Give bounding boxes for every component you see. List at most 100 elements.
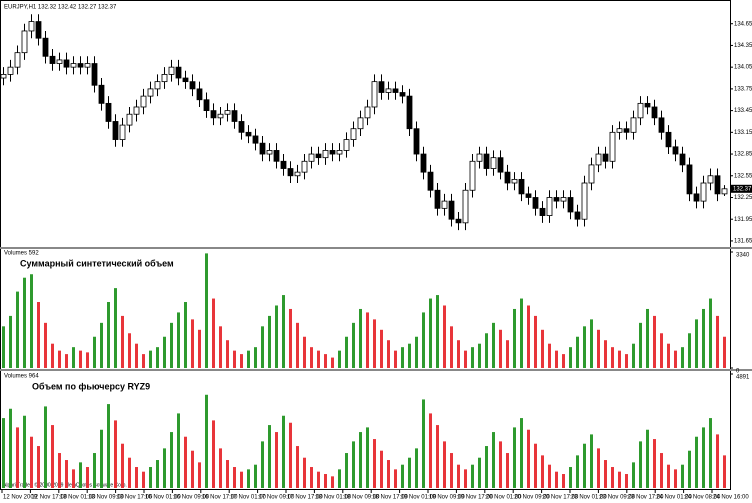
candle-body: [651, 106, 658, 119]
volume-bar: [709, 298, 712, 368]
volume-bar: [338, 350, 341, 368]
candle-body: [637, 102, 644, 119]
volume-bar: [415, 336, 418, 368]
volume-bar: [492, 432, 495, 488]
volume-bar: [100, 429, 103, 488]
volume-bar: [674, 469, 677, 488]
volume-bar: [639, 441, 642, 488]
volume-bar: [450, 326, 453, 368]
x-tick-label: 12 Nov 2009: [3, 495, 38, 501]
x-tick-label: 17 Nov 01:00: [230, 495, 266, 501]
volume-bar: [387, 340, 390, 368]
volume-bar: [191, 319, 194, 368]
volume-bar: [261, 441, 264, 488]
candle-body: [364, 106, 371, 119]
candle-body: [588, 164, 595, 184]
volume-bar: [114, 420, 117, 488]
volume-bar: [121, 315, 124, 368]
volume-bar: [716, 434, 719, 488]
candle-body: [434, 189, 441, 209]
volume-bar: [198, 329, 201, 368]
candle-body: [0, 74, 7, 79]
candle-body: [252, 135, 259, 144]
volume-bar: [625, 354, 628, 368]
volume-bar: [275, 432, 278, 488]
candle-body: [196, 88, 203, 101]
volume-bar: [289, 422, 292, 488]
candle-body: [532, 197, 539, 209]
candle-body: [168, 66, 175, 75]
y-tick-label: 132.25: [734, 195, 752, 201]
volume-bar: [135, 343, 138, 368]
last-price-label: 132.37: [733, 186, 752, 192]
volume-bar: [86, 467, 89, 488]
x-tick-label: 19 Nov 01:00: [401, 495, 437, 501]
volume-bar: [443, 305, 446, 368]
volume-bar: [205, 253, 208, 368]
volume-bar: [513, 308, 516, 368]
candle-body: [427, 171, 434, 191]
candle-body: [70, 63, 77, 68]
volume-bar: [72, 469, 75, 488]
candle-body: [161, 74, 168, 83]
volume-bar: [149, 467, 152, 488]
volume-bar: [44, 322, 47, 368]
volume-bar: [387, 460, 390, 488]
candle-body: [714, 175, 721, 195]
volume-bar: [457, 340, 460, 368]
volume-bar: [653, 439, 656, 488]
volume-bar: [401, 464, 404, 488]
y-tick-label: 134.35: [734, 43, 752, 49]
candle-body: [224, 110, 231, 115]
volume-bar: [548, 464, 551, 488]
volume-bar: [555, 350, 558, 368]
volume-bar: [597, 448, 600, 488]
x-tick-label: 19 Nov 17:00: [457, 495, 493, 501]
volume-bar: [240, 354, 243, 368]
candle-body: [476, 153, 483, 162]
y-tick-label: 131.95: [734, 217, 752, 223]
candle-body: [175, 66, 182, 79]
y-tick-label: 133.45: [734, 108, 752, 114]
candle-body: [280, 160, 287, 169]
x-tick-label: 18 Nov 01:00: [315, 495, 351, 501]
x-tick-label: 16 Nov 09:00: [173, 495, 209, 501]
volume-bar: [611, 467, 614, 488]
volume-bar: [450, 453, 453, 488]
volume-bar: [667, 343, 670, 368]
volume-bar: [723, 336, 726, 368]
panel-title: Volumes 964: [4, 374, 39, 380]
volume-bar: [373, 319, 376, 368]
y-tick-label: 133.15: [734, 130, 752, 136]
volume-bar: [408, 343, 411, 368]
volume-bar: [289, 308, 292, 368]
volume-bar: [324, 354, 327, 368]
candle-body: [56, 59, 63, 64]
volume-bar: [394, 350, 397, 368]
volume-bar: [30, 274, 33, 368]
volume-bar: [373, 439, 376, 488]
candle-body: [616, 128, 623, 133]
candle-body: [707, 175, 714, 184]
volume-bar: [261, 326, 264, 368]
volume-bar: [30, 436, 33, 488]
candle-body: [217, 113, 224, 119]
candle-body: [133, 106, 140, 115]
volume-bar: [268, 425, 271, 488]
volume-bar: [695, 436, 698, 488]
volume-bar: [16, 291, 19, 368]
volume-bar: [142, 471, 145, 488]
last-price-box: [731, 184, 752, 193]
volume-bar: [625, 474, 628, 488]
chart-title: EURJPY,H1 132.32 132.42 132.27 132.37: [4, 5, 117, 11]
volume-bar: [429, 298, 432, 368]
volume-bar: [226, 460, 229, 488]
volume-bar: [317, 471, 320, 488]
candle-body: [658, 117, 665, 133]
candle-body: [91, 63, 98, 86]
volume-bar: [604, 460, 607, 488]
volume-bar: [58, 350, 61, 368]
candle-body: [301, 160, 308, 173]
